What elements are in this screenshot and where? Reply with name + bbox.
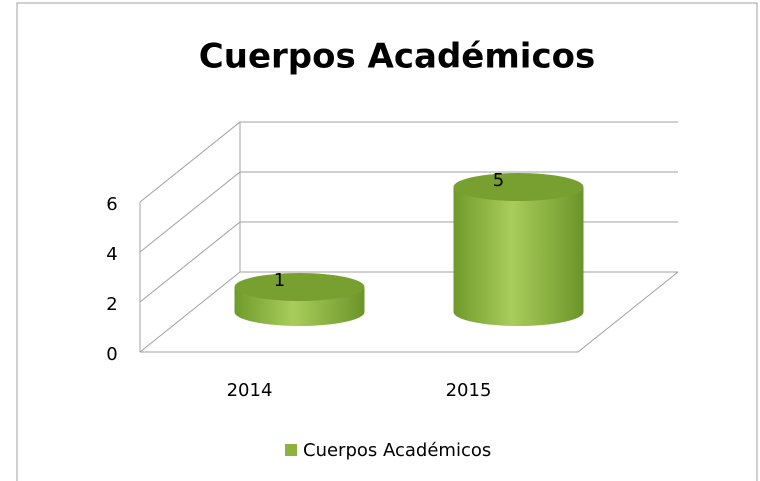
x-tick-label: 2014 [227, 380, 273, 401]
legend-label: Cuerpos Académicos [303, 440, 491, 461]
x-tick-label: 2015 [446, 380, 492, 401]
bar-top [234, 273, 365, 301]
bar-top [453, 173, 584, 201]
y-tick-label: 6 [106, 194, 117, 215]
y-tick-label: 2 [106, 294, 117, 315]
grid-line [139, 121, 678, 203]
grid-line [139, 221, 678, 303]
grid-line [139, 271, 678, 353]
y-tick-label: 4 [106, 244, 117, 265]
floor [140, 271, 679, 353]
legend-swatch [285, 444, 297, 456]
chart-frame [16, 2, 758, 481]
data-label: 1 [274, 270, 285, 291]
y-tick-label: 0 [106, 344, 117, 365]
data-label: 5 [493, 170, 504, 191]
chart-title: Cuerpos Académicos [199, 37, 595, 77]
bar [453, 187, 584, 326]
grid-line [139, 171, 678, 253]
